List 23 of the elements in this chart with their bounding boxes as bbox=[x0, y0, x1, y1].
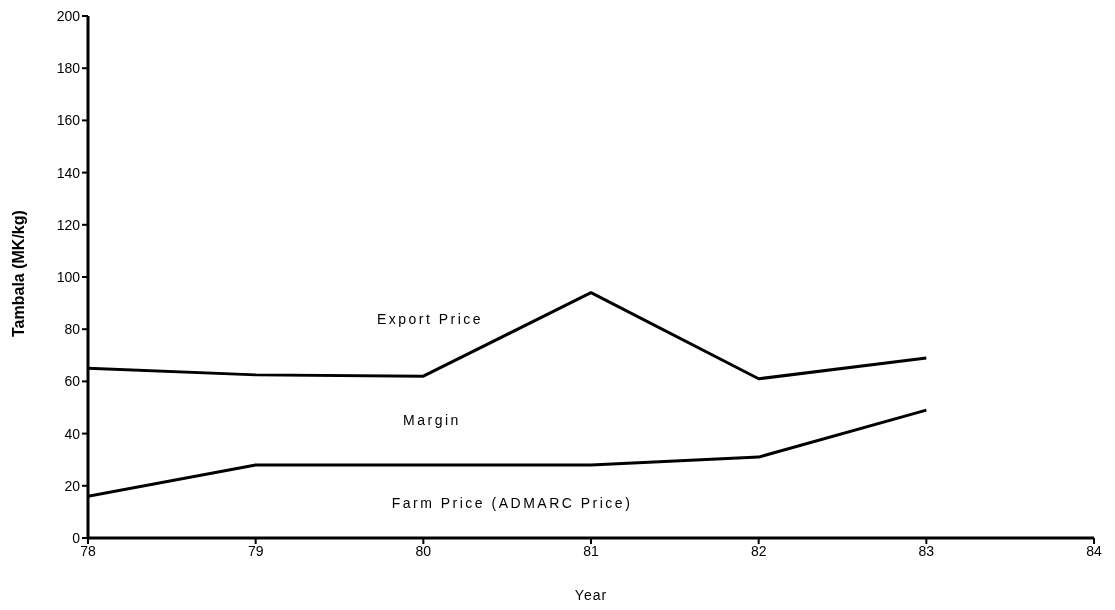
annotation: Farm Price (ADMARC Price) bbox=[391, 495, 633, 511]
y-tick-label: 0 bbox=[72, 529, 81, 546]
x-axis-title: Year bbox=[574, 587, 608, 603]
y-tick-label: 80 bbox=[64, 321, 81, 338]
y-tick-label: 200 bbox=[56, 7, 81, 24]
y-tick-label: 20 bbox=[64, 477, 81, 494]
y-tick-label: 120 bbox=[56, 216, 81, 233]
annotation: Export Price bbox=[376, 311, 484, 327]
y-axis-title: Tambala (MK/kg) bbox=[9, 210, 27, 337]
x-tick-label: 82 bbox=[750, 542, 767, 559]
y-tick-label: 160 bbox=[56, 112, 81, 129]
x-tick-label: 80 bbox=[415, 542, 432, 559]
y-tick-label: 140 bbox=[56, 164, 81, 181]
y-tick-label: 40 bbox=[64, 425, 81, 442]
x-tick-label: 83 bbox=[918, 542, 935, 559]
x-tick-label: 81 bbox=[583, 542, 599, 559]
y-tick-label: 60 bbox=[64, 373, 81, 390]
x-tick-label: 78 bbox=[80, 542, 96, 559]
y-tick-label: 100 bbox=[56, 268, 81, 285]
x-tick-label: 84 bbox=[1086, 542, 1102, 559]
x-tick-label: 79 bbox=[247, 542, 264, 559]
annotation: Margin bbox=[403, 412, 461, 428]
y-tick-label: 180 bbox=[56, 60, 81, 77]
